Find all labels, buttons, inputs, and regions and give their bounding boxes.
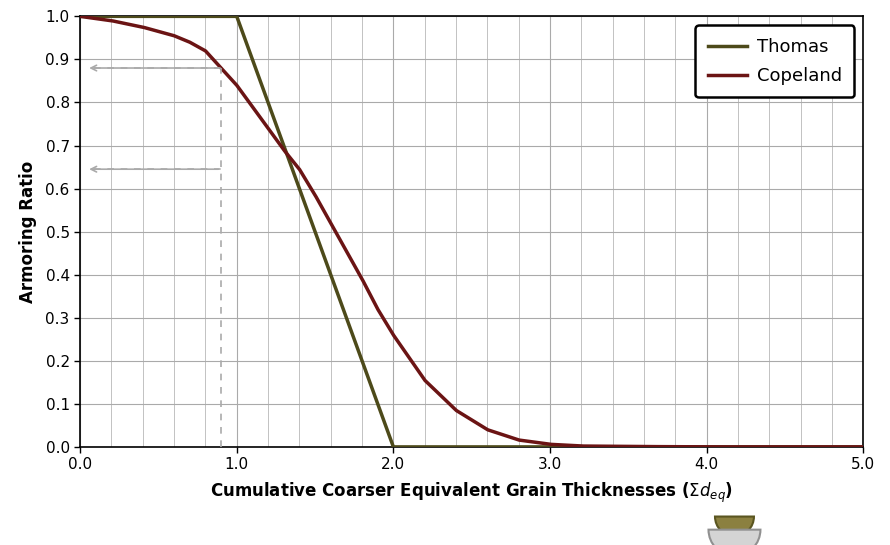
Copeland (155, 28, 166, 35)
Y-axis label: Armoring Ratio: Armoring Ratio (19, 160, 37, 303)
Copeland (700, 444, 710, 450)
Legend: Thomas, Copeland: Thomas, Copeland (695, 26, 854, 98)
Thomas (858, 444, 869, 450)
Wedge shape (708, 530, 760, 545)
Line: Copeland: Copeland (80, 16, 863, 447)
Thomas (231, 13, 242, 20)
Wedge shape (715, 517, 754, 536)
Copeland (420, 377, 431, 384)
Copeland (858, 444, 869, 450)
Thomas (388, 444, 399, 450)
Copeland (392, 337, 402, 343)
Copeland (612, 443, 623, 450)
Copeland (75, 13, 85, 20)
X-axis label: Cumulative Coarser Equivalent Grain Thicknesses ($\Sigma d_{eq}$): Cumulative Coarser Equivalent Grain Thic… (210, 481, 733, 505)
Copeland (702, 444, 713, 450)
Copeland (685, 444, 696, 450)
Line: Thomas: Thomas (80, 16, 863, 447)
Thomas (75, 13, 85, 20)
